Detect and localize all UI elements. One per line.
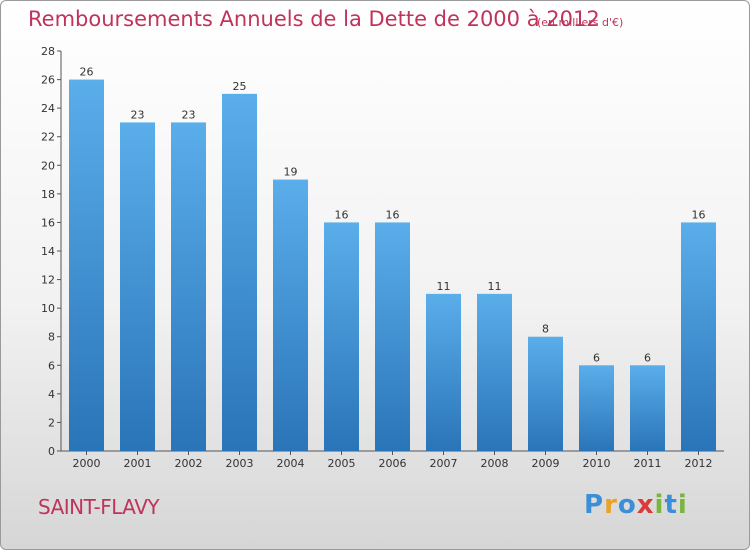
data-label-2012: 16 (692, 208, 706, 221)
y-tick-label: 22 (41, 131, 55, 144)
proxiti-logo: Proxiti (584, 490, 688, 520)
x-tick-label-2001: 2001 (124, 457, 152, 470)
x-tick-label-2012: 2012 (685, 457, 713, 470)
bar-2002 (171, 122, 206, 451)
logo-letter: x (636, 490, 655, 520)
bar-2011 (630, 365, 665, 451)
data-label-2005: 16 (335, 208, 349, 221)
bar-2012 (681, 222, 716, 451)
logo-letter: o (617, 490, 637, 520)
data-label-2001: 23 (131, 108, 145, 121)
y-tick-label: 6 (48, 359, 55, 372)
data-label-2002: 23 (182, 108, 196, 121)
logo-letter: t (664, 490, 678, 520)
x-tick-label-2002: 2002 (175, 457, 203, 470)
x-tick-label-2008: 2008 (481, 457, 509, 470)
data-label-2006: 16 (386, 208, 400, 221)
x-tick-label-2007: 2007 (430, 457, 458, 470)
y-tick-label: 28 (41, 45, 55, 58)
x-tick-label-2011: 2011 (634, 457, 662, 470)
y-tick-label: 14 (41, 245, 55, 258)
data-label-2004: 19 (284, 166, 298, 179)
chart-subtitle: (en milliers d'€) (537, 16, 624, 29)
bar-2007 (426, 293, 461, 451)
data-label-2011: 6 (644, 351, 651, 364)
bar-2004 (273, 179, 308, 452)
data-label-2003: 25 (233, 80, 247, 93)
city-name: SAINT-FLAVY (38, 495, 160, 519)
bar-2000 (69, 79, 104, 452)
x-tick-label-2005: 2005 (328, 457, 356, 470)
bar-2010 (579, 365, 614, 451)
y-tick-label: 0 (48, 445, 55, 458)
data-label-2008: 11 (488, 280, 502, 293)
x-tick-label-2006: 2006 (379, 457, 407, 470)
y-tick-label: 24 (41, 102, 55, 115)
x-tick-label-2004: 2004 (277, 457, 305, 470)
bar-2008 (477, 293, 512, 451)
data-label-2009: 8 (542, 323, 549, 336)
y-tick-label: 16 (41, 216, 55, 229)
data-label-2000: 26 (80, 66, 94, 79)
y-tick-label: 8 (48, 331, 55, 344)
y-tick-label: 20 (41, 159, 55, 172)
x-tick-label-2010: 2010 (583, 457, 611, 470)
data-label-2007: 11 (437, 280, 451, 293)
y-tick-label: 2 (48, 416, 55, 429)
logo-letter: i (654, 490, 665, 520)
y-tick-label: 4 (48, 388, 55, 401)
chart-title: Remboursements Annuels de la Dette de 20… (28, 7, 600, 31)
logo-letter: P (584, 490, 605, 520)
y-tick-label: 18 (41, 188, 55, 201)
logo-letter: r (604, 490, 618, 520)
x-tick-label-2009: 2009 (532, 457, 560, 470)
bar-2001 (120, 122, 155, 451)
y-tick-label: 26 (41, 74, 55, 87)
y-tick-label: 12 (41, 274, 55, 287)
y-tick-label: 10 (41, 302, 55, 315)
bar-2003 (222, 93, 257, 451)
bar-2006 (375, 222, 410, 451)
x-tick-label-2000: 2000 (73, 457, 101, 470)
x-tick-label-2003: 2003 (226, 457, 254, 470)
data-label-2010: 6 (593, 351, 600, 364)
bar-2005 (324, 222, 359, 451)
bar-2009 (528, 336, 563, 451)
logo-letter: i (677, 490, 688, 520)
